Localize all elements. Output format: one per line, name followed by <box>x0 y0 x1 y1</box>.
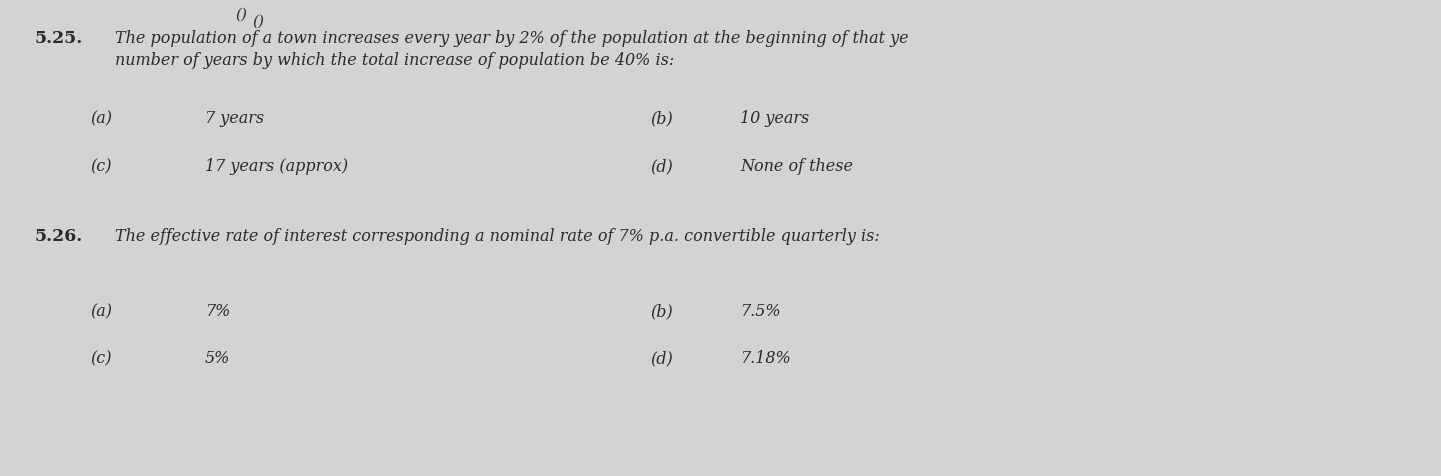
Text: (d): (d) <box>650 349 673 366</box>
Text: None of these: None of these <box>741 158 853 175</box>
Text: (c): (c) <box>89 349 111 366</box>
Text: (d): (d) <box>650 158 673 175</box>
Text: The effective rate of interest corresponding a nominal rate of 7% p.a. convertib: The effective rate of interest correspon… <box>115 228 880 245</box>
Text: 5.26.: 5.26. <box>35 228 84 245</box>
Text: 10 years: 10 years <box>741 110 810 127</box>
Text: (b): (b) <box>650 302 673 319</box>
Text: 5.25.: 5.25. <box>35 30 84 47</box>
Text: (): () <box>235 8 246 22</box>
Text: (c): (c) <box>89 158 111 175</box>
Text: 17 years (approx): 17 years (approx) <box>205 158 349 175</box>
Text: (b): (b) <box>650 110 673 127</box>
Text: 7 years: 7 years <box>205 110 264 127</box>
Text: The population of a town increases every year by 2% of the population at the beg: The population of a town increases every… <box>115 30 909 47</box>
Text: 7.18%: 7.18% <box>741 349 791 366</box>
Text: (a): (a) <box>89 110 112 127</box>
Text: 7%: 7% <box>205 302 231 319</box>
Text: 5%: 5% <box>205 349 231 366</box>
Text: (): () <box>252 14 264 28</box>
Text: (a): (a) <box>89 302 112 319</box>
Text: number of years by which the total increase of population be 40% is:: number of years by which the total incre… <box>115 52 674 69</box>
Text: 7.5%: 7.5% <box>741 302 781 319</box>
